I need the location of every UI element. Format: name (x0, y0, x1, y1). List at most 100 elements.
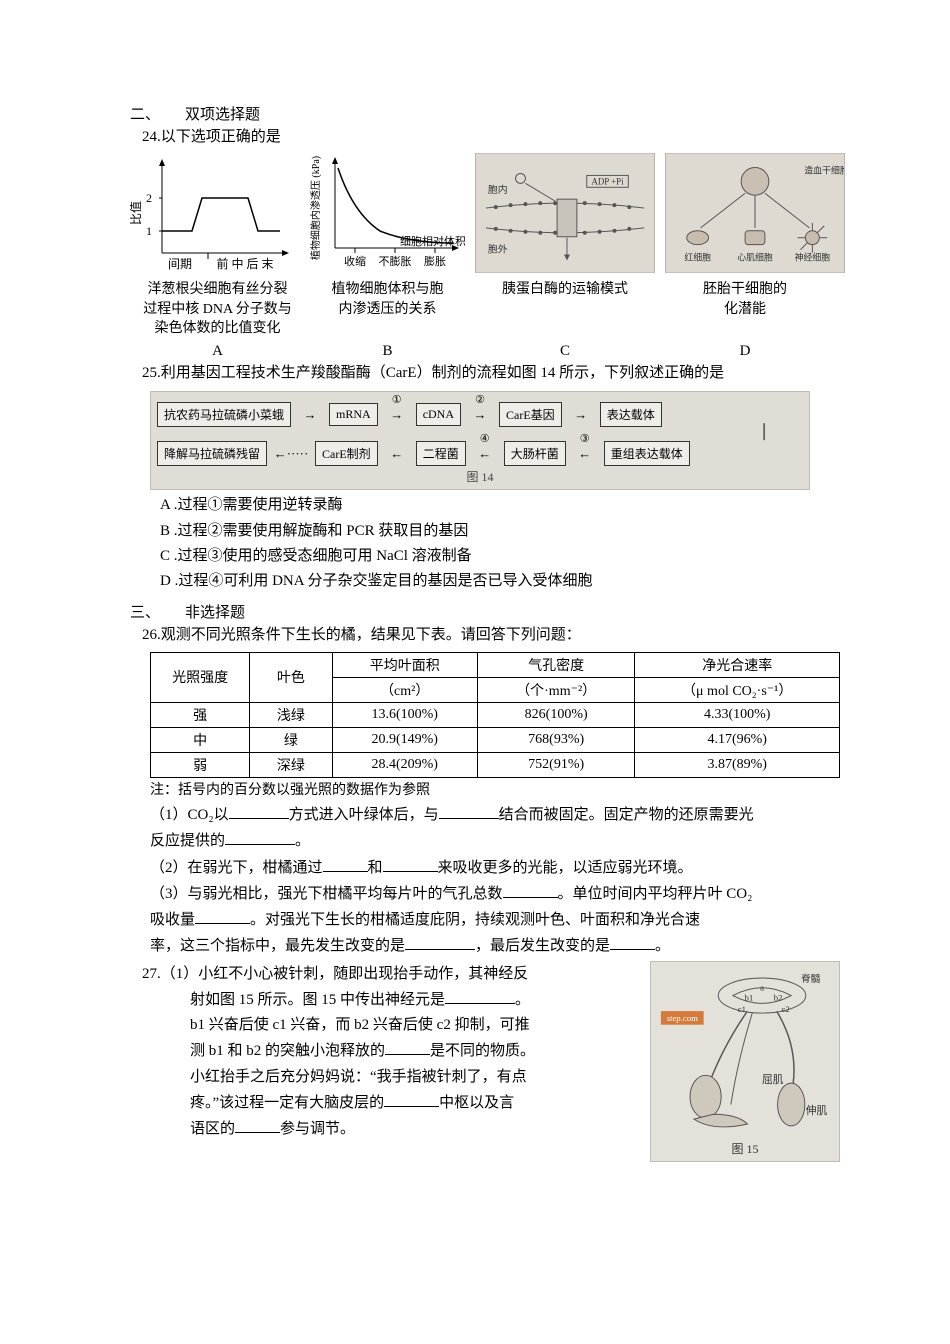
cap-a-2: 过程中核 DNA 分子数与 (130, 300, 305, 320)
q27: 27.（1）小红不小心被针刺，随即出现抬手动作，其神经反 射如图 15 所示。图… (130, 961, 840, 1162)
q25-opt-d: D .过程④可利用 DNA 分子杂交鉴定目的基因是否已导入受体细胞 (130, 570, 840, 593)
q27-l2-end: 。 (515, 992, 530, 1008)
section-2-heading: 二、 双项选择题 (130, 103, 840, 124)
blank (385, 1039, 430, 1055)
flow-n-bot-3: 二程菌 (416, 441, 466, 466)
q27-l4b: 是不同的物质。 (430, 1043, 535, 1059)
blank (439, 803, 499, 819)
svg-text:a: a (760, 982, 764, 992)
q26-1b: 方式进入叶绿体后，与 (289, 807, 439, 823)
svg-text:2: 2 (146, 191, 152, 205)
blank (503, 882, 558, 898)
q24-figures-row: 1 2 间期 前 中 后 末 比值 (130, 153, 840, 278)
q25-flowchart: 抗农药马拉硫磷小菜蛾 → mRNA ①→ cDNA ②→ CarE基因 → 表达… (150, 391, 810, 490)
svg-text:膨胀: 膨胀 (424, 254, 446, 268)
svg-text:胞内: 胞内 (488, 183, 508, 196)
blank (235, 1117, 280, 1133)
q24-letters: A B C D (130, 343, 840, 360)
q24-captions: 洋葱根尖细胞有丝分裂 过程中核 DNA 分子数与 染色体数的比值变化 植物细胞体… (130, 280, 840, 339)
q27-l1: 27.（1）小红不小心被针刺，随即出现抬手动作，其神经反 (130, 963, 644, 986)
arrow-icon: ③← (570, 446, 600, 462)
svg-text:b1: b1 (745, 992, 754, 1002)
svg-text:收缩: 收缩 (344, 254, 366, 268)
svg-text:比值: 比值 (130, 201, 143, 225)
arrow-icon: ④← (470, 446, 500, 462)
q25-stem: 25.利用基因工程技术生产羧酸酯酶（CarE）制剂的流程如图 14 所示，下列叙… (130, 362, 840, 385)
svg-text:间期: 间期 (168, 257, 192, 271)
arrow-icon: ← (382, 446, 412, 462)
th-1: 叶色 (250, 652, 332, 702)
q25-opt-c: C .过程③使用的感受态细胞可用 NaCl 溶液制备 (130, 545, 840, 568)
q26-1c: 结合而被固定。固定产物的还原需要光 (499, 807, 754, 823)
cap-d-1: 胚胎干细胞的 (660, 280, 830, 300)
q24-stem: 24.以下选项正确的是 (130, 126, 840, 149)
section-3-title: 非选择题 (185, 601, 245, 622)
th-2: 平均叶面积 (332, 652, 477, 677)
svg-text:前 中 后 末: 前 中 后 末 (216, 256, 273, 271)
q26-sub2: （2）在弱光下，柑橘通过和来吸收更多的光能，以适应弱光环境。 (130, 856, 840, 880)
flow-n-top-5: 表达载体 (600, 402, 662, 427)
svg-text:b2: b2 (774, 992, 783, 1002)
q25-opt-b: B .过程②需要使用解旋酶和 PCR 获取目的基因 (130, 520, 840, 543)
q26-3f: ，最后发生改变的是 (475, 938, 610, 954)
q27-figure: 脊髓 a b1 b2 c1 c2 step.com (650, 961, 840, 1162)
blank (405, 934, 475, 950)
svg-text:c2: c2 (781, 1004, 789, 1014)
svg-text:伸肌: 伸肌 (806, 1105, 828, 1117)
arrow-icon: → (566, 407, 596, 423)
svg-text:红细胞: 红细胞 (684, 252, 711, 263)
q24-fig-b-svg: 细胞相对体积 收缩 不膨胀 膨胀 植物细胞内渗透压 (kPa) (305, 153, 465, 278)
q27-l7a: 语区的 (190, 1121, 235, 1137)
svg-text:不膨胀: 不膨胀 (379, 254, 412, 268)
q24-fig-a-svg: 1 2 间期 前 中 后 末 比值 (130, 153, 295, 278)
flow-n-bot-1: 降解马拉硫磷残留 (157, 441, 267, 466)
cap-b-2: 内渗透压的关系 (305, 300, 470, 320)
svg-text:脊髓: 脊髓 (801, 972, 821, 985)
q26-table: 光照强度 叶色 平均叶面积 气孔密度 净光合速率 （cm²） （个·mm⁻²） … (150, 652, 840, 778)
q24-fig-b: 细胞相对体积 收缩 不膨胀 膨胀 植物细胞内渗透压 (kPa) (305, 153, 465, 278)
flow-n-bot-2: CarE制剂 (315, 441, 378, 466)
arrow-icon: ①→ (382, 407, 412, 423)
blank (610, 934, 655, 950)
q26-1e: 。 (295, 833, 310, 849)
svg-text:step.com: step.com (667, 1013, 699, 1023)
q26-3g: 。 (655, 938, 670, 954)
unit-2: （cm²） (332, 677, 477, 702)
flow-n-top-4: CarE基因 (499, 402, 562, 427)
q27-l6a: 疼。”该过程一定有大脑皮层的 (190, 1095, 384, 1111)
cap-a-3: 染色体数的比值变化 (130, 319, 305, 339)
letter-b: B (305, 343, 470, 360)
q27-l2: 射如图 15 所示。图 15 中传出神经元是 (190, 992, 445, 1008)
q25-fig-label: 图 14 (157, 468, 803, 485)
letter-c: C (470, 343, 660, 360)
arrow-icon: ②→ (465, 407, 495, 423)
q26-stem: 26.观测不同光照条件下生长的橘，结果见下表。请回答下列问题： (130, 624, 840, 647)
q24-fig-a: 1 2 间期 前 中 后 末 比值 (130, 153, 295, 278)
q26-3d: 。对强光下生长的柑橘适度庇阴，持续观测叶色、叶面积和净光合速 (250, 912, 700, 928)
q26-sub3: （3）与弱光相比，强光下柑橘平均每片叶的气孔总数。单位时间内平均秤片叶 CO₂ … (130, 882, 840, 959)
arrow-icon: → (295, 407, 325, 423)
table-row: 中 绿 20.9(149%) 768(93%) 4.17(96%) (151, 727, 840, 752)
cap-a-1: 洋葱根尖细胞有丝分裂 (130, 280, 305, 300)
section-2-num: 二、 (130, 103, 185, 124)
svg-text:屈肌: 屈肌 (762, 1074, 784, 1086)
q26-3a: （3）与弱光相比，强光下柑橘平均每片叶的气孔总数 (150, 886, 503, 902)
svg-text:胞外: 胞外 (488, 244, 508, 256)
blank (225, 829, 295, 845)
cap-b-1: 植物细胞体积与胞 (305, 280, 470, 300)
blank (323, 856, 368, 872)
flow-n-bot-4: 大肠杆菌 (504, 441, 566, 466)
q26-1a: （1）CO₂以 (150, 807, 229, 823)
q24-fig-c: 胞内 胞外 ADP +Pi (475, 153, 655, 273)
q26-3b: 。单位时间内平均秤片叶 CO₂ (558, 886, 753, 902)
cap-d-2: 化潜能 (660, 300, 830, 320)
svg-text:ADP +Pi: ADP +Pi (591, 177, 624, 187)
svg-text:神经细胞: 神经细胞 (795, 252, 831, 263)
q27-l5: 小红抬手之后充分妈妈说：“我手指被针刺了，有点 (130, 1066, 644, 1089)
th-3: 气孔密度 (477, 652, 635, 677)
q27-l6b: 中枢以及言 (439, 1095, 514, 1111)
svg-text:1: 1 (146, 224, 152, 238)
q25-opt-a: A .过程①需要使用逆转录酶 (130, 494, 840, 517)
blank (229, 803, 289, 819)
th-4: 净光合速率 (635, 652, 840, 677)
